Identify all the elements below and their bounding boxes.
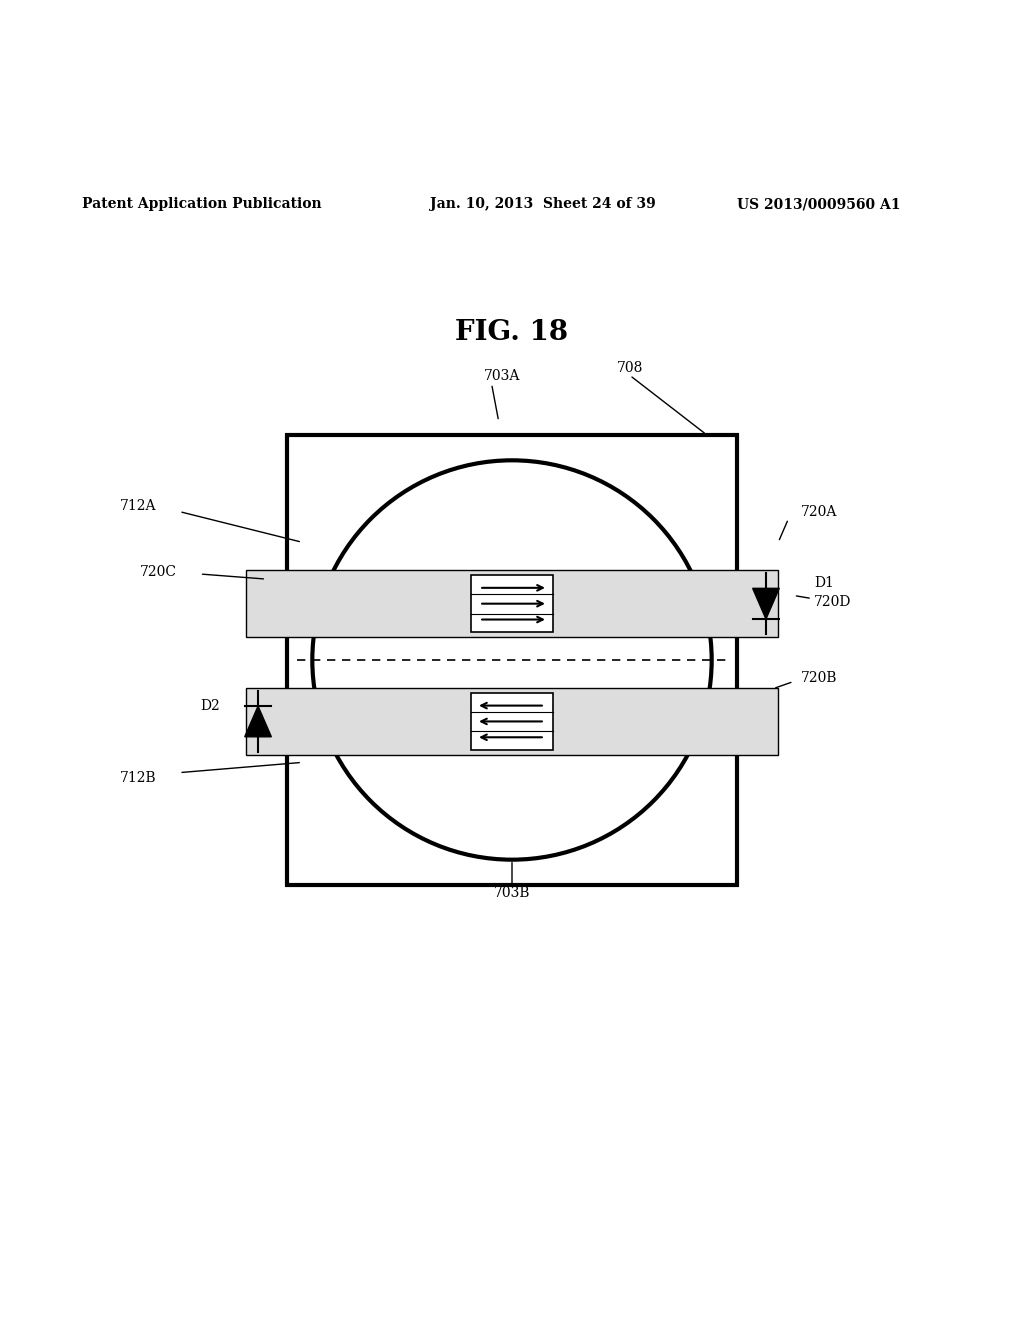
Text: 720B: 720B xyxy=(801,672,838,685)
Bar xyxy=(246,570,778,638)
Text: 720C: 720C xyxy=(140,565,177,579)
Text: 720D: 720D xyxy=(814,594,851,609)
Text: 712B: 712B xyxy=(120,771,157,785)
Text: Jan. 10, 2013  Sheet 24 of 39: Jan. 10, 2013 Sheet 24 of 39 xyxy=(430,197,655,211)
Text: 712A: 712A xyxy=(120,499,157,513)
Polygon shape xyxy=(753,589,779,619)
Text: US 2013/0009560 A1: US 2013/0009560 A1 xyxy=(737,197,901,211)
Bar xyxy=(471,693,553,750)
Text: FIG. 18: FIG. 18 xyxy=(456,319,568,346)
Polygon shape xyxy=(245,706,271,737)
Bar xyxy=(287,434,737,886)
Bar xyxy=(471,576,553,632)
Text: 703A: 703A xyxy=(483,370,520,383)
Text: Patent Application Publication: Patent Application Publication xyxy=(82,197,322,211)
Bar xyxy=(246,688,778,755)
Text: 703B: 703B xyxy=(494,887,530,900)
Text: 708: 708 xyxy=(616,362,643,375)
Text: D2: D2 xyxy=(200,700,220,713)
Text: 720A: 720A xyxy=(801,504,838,519)
Text: D1: D1 xyxy=(814,577,834,590)
